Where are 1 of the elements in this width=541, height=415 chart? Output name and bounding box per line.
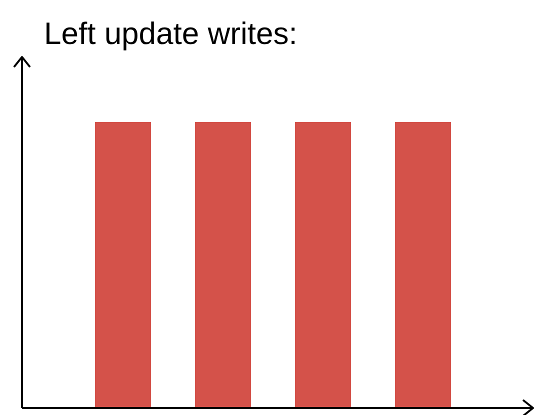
chart-title: Left update writes:	[44, 16, 298, 51]
